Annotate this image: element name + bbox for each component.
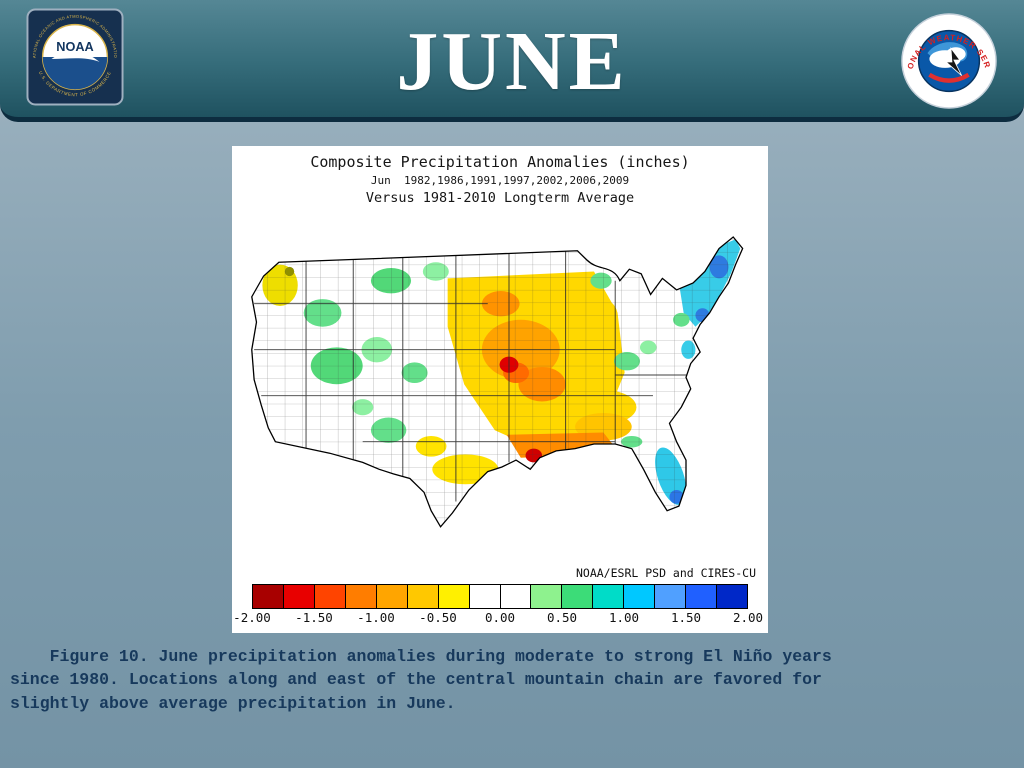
us-precip-anomaly-map [251,236,744,528]
colorbar-tick-label: 2.00 [732,610,764,625]
noaa-seagull-icon [51,51,100,62]
colorbar-tick-label: 1.00 [608,610,640,625]
colorbar-cell [252,584,284,609]
colorbar-tick-label: 0.50 [546,610,578,625]
colorbar-cell [406,584,439,609]
colorbar-tick-label: -0.50 [419,610,457,625]
colorbar-cell [499,584,532,609]
colorbar-cell [685,584,718,609]
noaa-seal-lower [42,57,108,90]
figure-title: Composite Precipitation Anomalies (inche… [310,153,690,171]
colorbar-cell [654,584,687,609]
us-outline [251,236,744,528]
colorbar-cell [561,584,594,609]
colorbar-cell [344,584,377,609]
slide-header [0,0,1024,122]
colorbar-cell [468,584,501,609]
precip-figure: Composite Precipitation Anomalies (inche… [232,146,768,633]
colorbar-tick-label: -1.50 [295,610,333,625]
colorbar-ticks: -2.00 -1.50 -1.00 -0.50 0.00 0.50 1.00 1.50 2.00 [233,610,763,628]
map-transform-group [251,236,744,528]
colorbar-cell [530,584,563,609]
colorbar-cell [716,584,748,609]
figure-credit: NOAA/ESRL PSD and CIRES-CU [575,566,756,580]
state-borders [254,250,698,502]
colorbar-tick-label: 1.50 [670,610,702,625]
figure-caption: Figure 10. June precipitation anomalies … [10,647,832,713]
nws-logo: NATIONAL WEATHER SERVICE [900,12,997,109]
county-grid-texture [251,236,743,527]
figure-subtitle-years: Jun 1982,1986,1991,1997,2002,2006,2009 [370,174,630,187]
colorbar-tick-label: -1.00 [357,610,395,625]
noaa-logo: NOAA NATIONAL OCEANIC AND ATMOSPHERIC AD… [26,8,124,106]
colorbar-tick-label: 0.00 [484,610,516,625]
nws-lightning-icon [945,46,963,76]
colorbar-cell [592,584,625,609]
figure-subtitle-baseline: Versus 1981-2010 Longterm Average [365,190,635,206]
colorbar-tick-label: -2.00 [233,610,271,625]
slide-title: JUNE [396,15,628,108]
map-fill-group [251,236,743,527]
noaa-acronym: NOAA [56,39,94,54]
nws-red-swoosh [928,72,970,83]
colorbar-cell [313,584,346,609]
colorbar-cell [437,584,470,609]
colorbar-cell [375,584,408,609]
colorbar [252,584,748,609]
colorbar-cell [282,584,315,609]
colorbar-cell [623,584,656,609]
